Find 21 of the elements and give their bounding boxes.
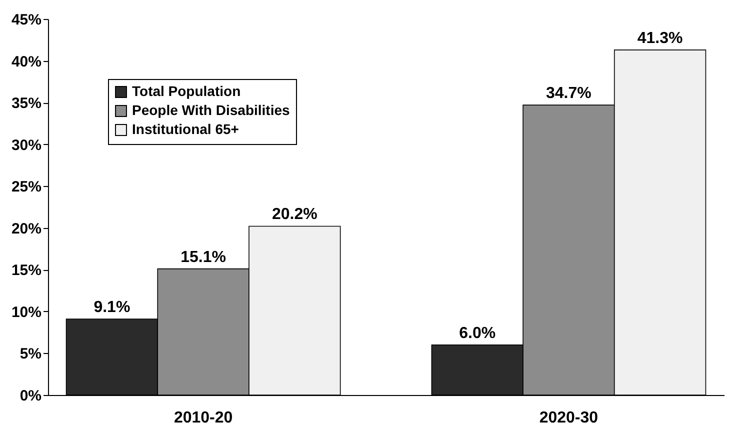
y-tick-label: 0% bbox=[20, 388, 42, 404]
y-tick-label: 35% bbox=[11, 95, 42, 112]
data-label: 15.1% bbox=[180, 248, 226, 266]
legend-label: Institutional 65+ bbox=[132, 121, 239, 137]
y-tick-label: 45% bbox=[11, 12, 42, 28]
y-tick-label: 5% bbox=[20, 346, 42, 363]
y-tick-label: 10% bbox=[11, 304, 42, 321]
y-tick-label: 30% bbox=[11, 136, 42, 154]
y-tick-label: 25% bbox=[11, 178, 42, 196]
legend-label: Total Population bbox=[132, 83, 241, 99]
y-tick-label: 15% bbox=[11, 262, 42, 280]
legend-label: People With Disabilities bbox=[132, 102, 290, 118]
data-label: 41.3% bbox=[637, 30, 683, 47]
x-tick-label: 2020-30 bbox=[539, 410, 598, 426]
data-label: 9.1% bbox=[94, 298, 130, 316]
x-tick-label: 2010-20 bbox=[174, 410, 233, 426]
y-tick-label: 40% bbox=[11, 53, 42, 70]
y-tick-label: 20% bbox=[11, 220, 42, 238]
data-label: 6.0% bbox=[459, 324, 496, 342]
data-label: 34.7% bbox=[546, 85, 592, 102]
data-label: 20.2% bbox=[272, 206, 318, 224]
